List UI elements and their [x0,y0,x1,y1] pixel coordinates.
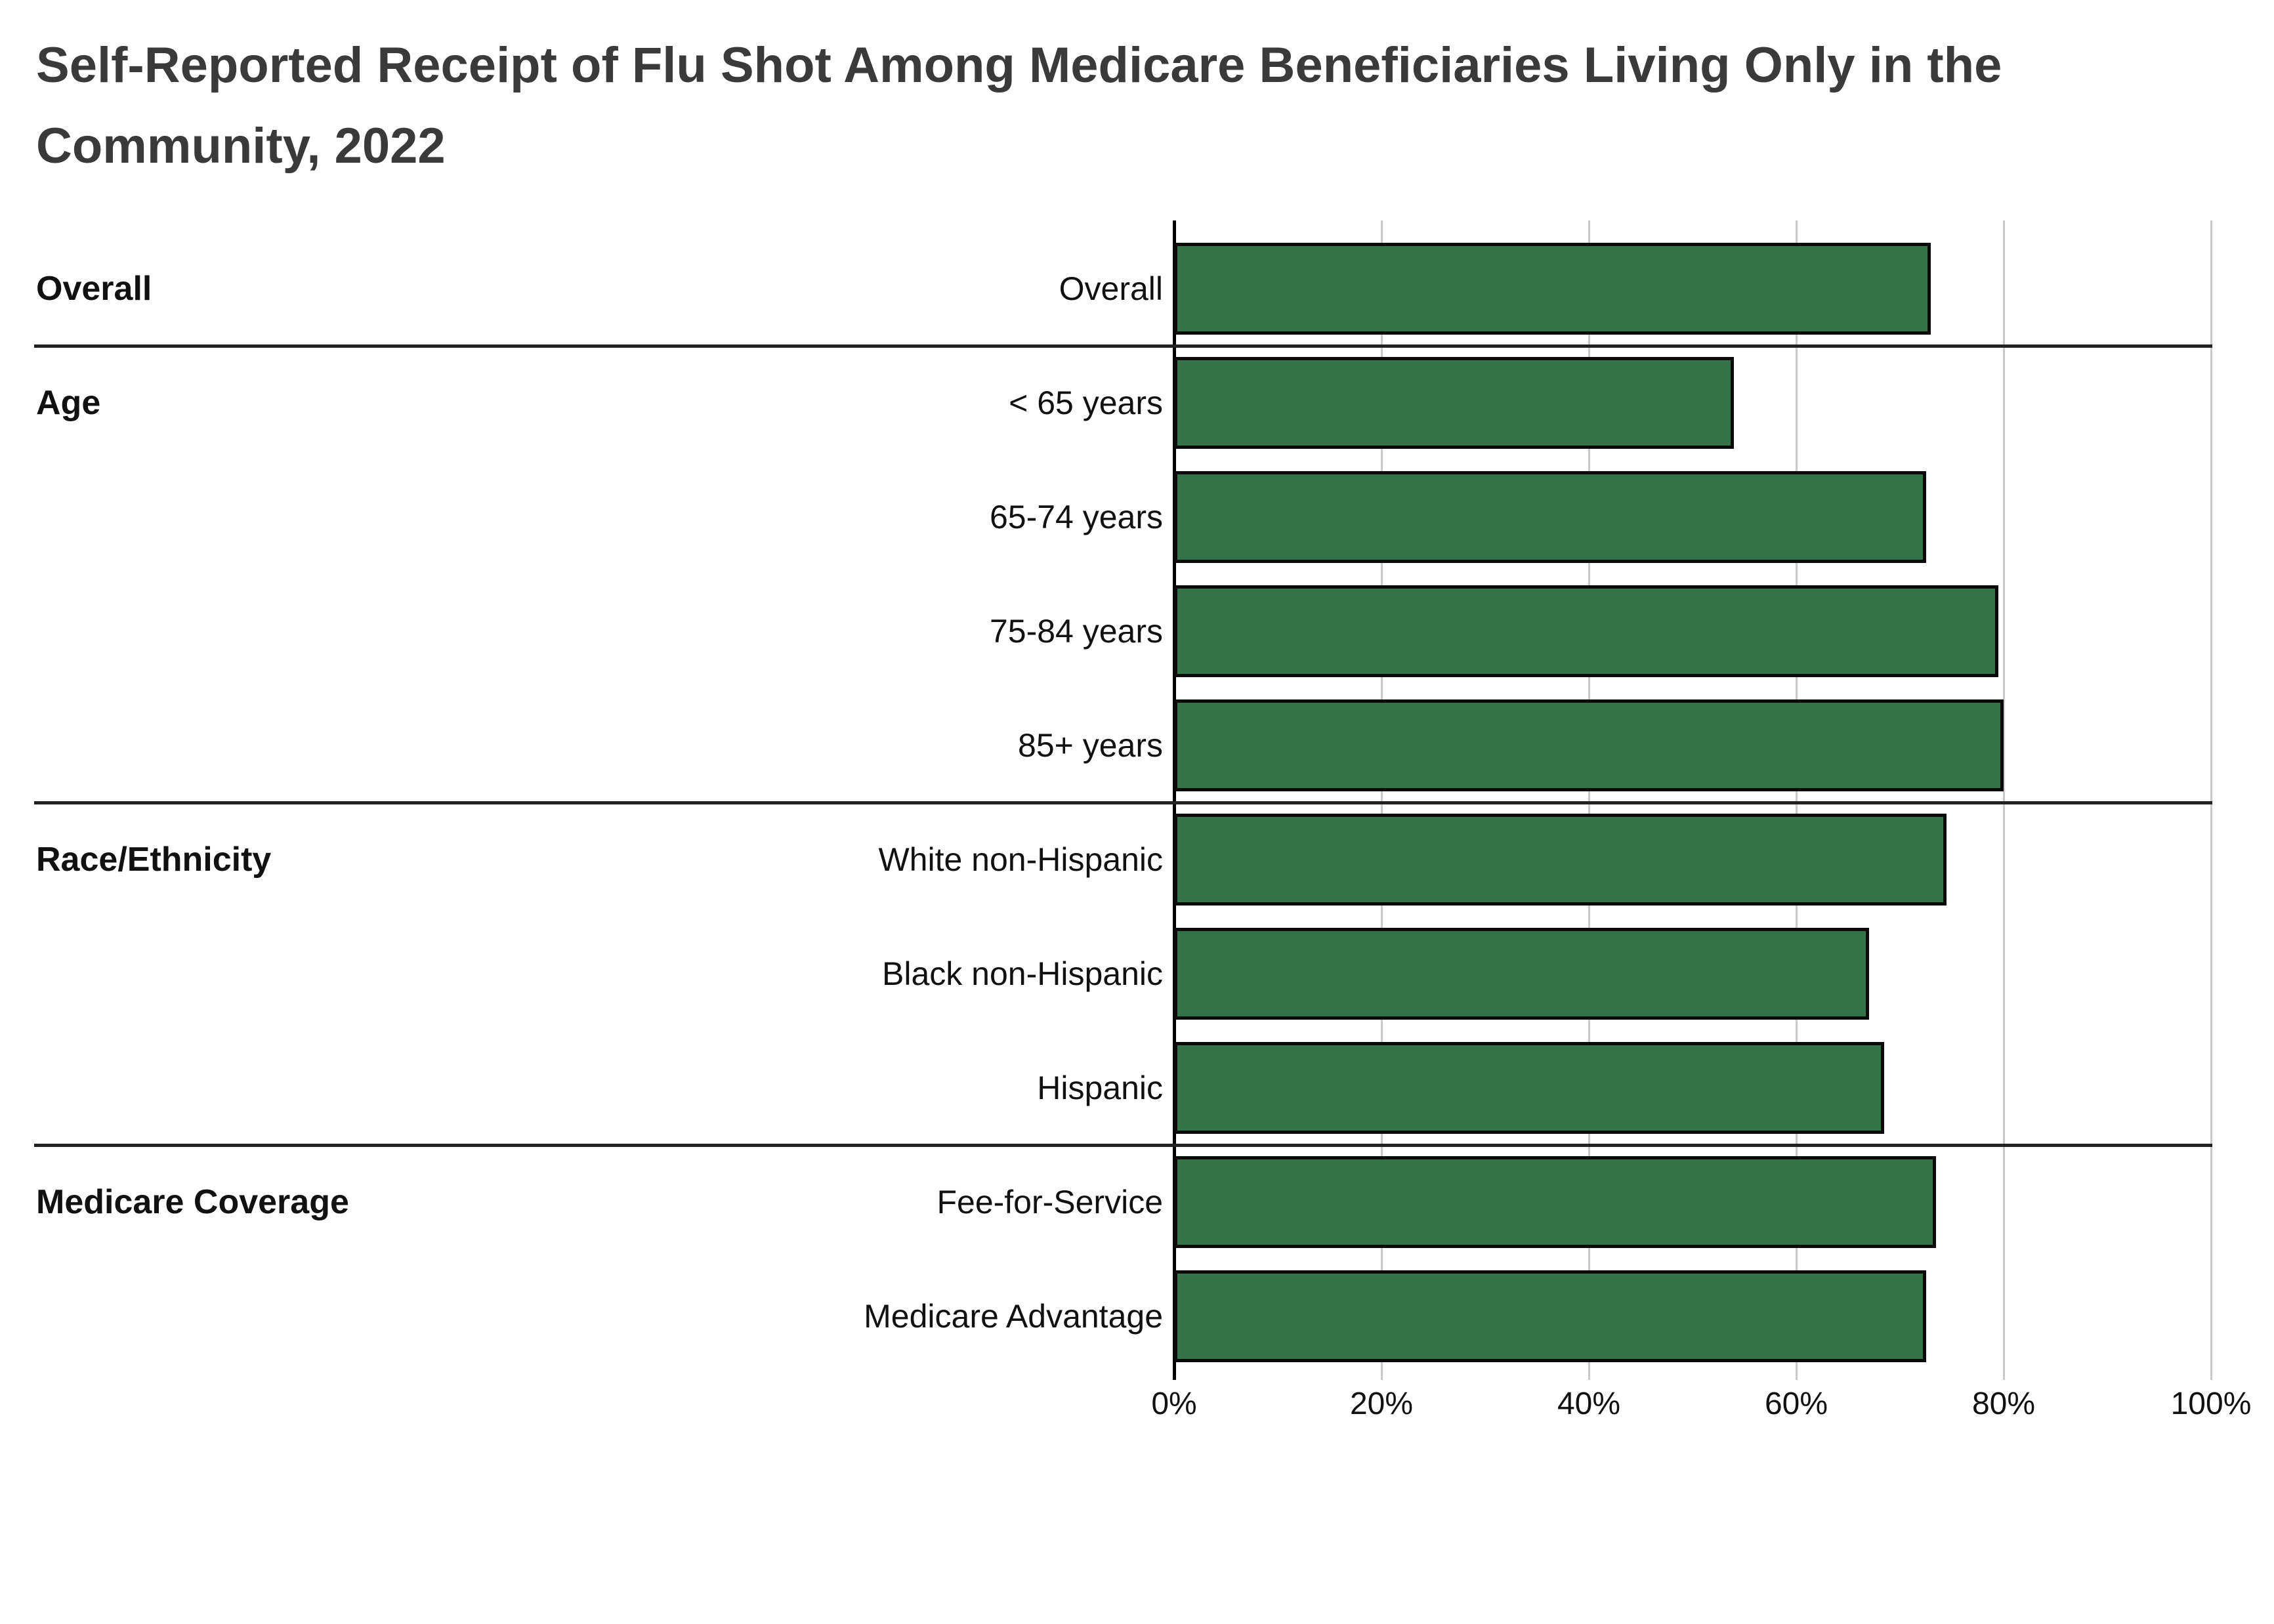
bar-65-74-years [1174,471,1926,563]
row-label: Hispanic [1037,1070,1163,1106]
x-gridline [1588,220,1590,1380]
group-separator-line [34,801,2212,804]
bar-row [1174,1042,2211,1134]
x-axis-tick-label: 100% [2170,1386,2252,1421]
bar-medicare-advantage [1174,1270,1926,1362]
group-label: Race/Ethnicity [36,841,272,879]
bar--65-years [1174,357,1735,449]
bar-row [1174,814,2211,906]
x-axis-tick-label: 80% [1971,1386,2036,1421]
row-label: 65-74 years [989,499,1163,535]
row-label: < 65 years [1009,385,1163,421]
bar-row [1174,1156,2211,1248]
bar-row [1174,471,2211,563]
bar-85-years [1174,699,2004,791]
chart-title: Self-Reported Receipt of Flu Shot Among … [36,37,2002,175]
group-separator-line [34,344,2212,348]
bar-black-non-hispanic [1174,928,1869,1020]
row-label: Overall [1059,270,1163,307]
bar-row [1174,1270,2211,1362]
bar-row [1174,243,2211,335]
row-label: White non-Hispanic [878,841,1163,878]
bar-row [1174,357,2211,449]
x-axis-tick-label: 0% [1151,1386,1197,1421]
bar-row [1174,699,2211,791]
x-gridline [1381,220,1383,1380]
bar-row [1174,928,2211,1020]
group-label: Medicare Coverage [36,1183,349,1221]
x-axis-tick-label: 20% [1349,1386,1414,1421]
group-label: Age [36,384,101,422]
x-gridline [2210,220,2212,1380]
row-label: 75-84 years [989,613,1163,650]
group-label: Overall [36,270,152,308]
row-label: Fee-for-Service [937,1184,1163,1220]
x-axis-tick-label: 60% [1764,1386,1828,1421]
bar-fee-for-service [1174,1156,1937,1248]
bar-hispanic [1174,1042,1885,1134]
x-gridline [2003,220,2005,1380]
bar-75-84-years [1174,585,1999,677]
row-label: Medicare Advantage [864,1298,1163,1335]
row-label: 85+ years [1018,727,1163,764]
bar-overall [1174,243,1931,335]
bar-white-non-hispanic [1174,814,1947,906]
row-label: Black non-Hispanic [882,955,1163,992]
x-gridline [1796,220,1798,1380]
y-axis-line [1173,220,1176,1380]
x-axis-tick-label: 40% [1557,1386,1621,1421]
group-separator-line [34,1144,2212,1147]
bar-row [1174,585,2211,677]
plot-area [1173,220,2212,1380]
